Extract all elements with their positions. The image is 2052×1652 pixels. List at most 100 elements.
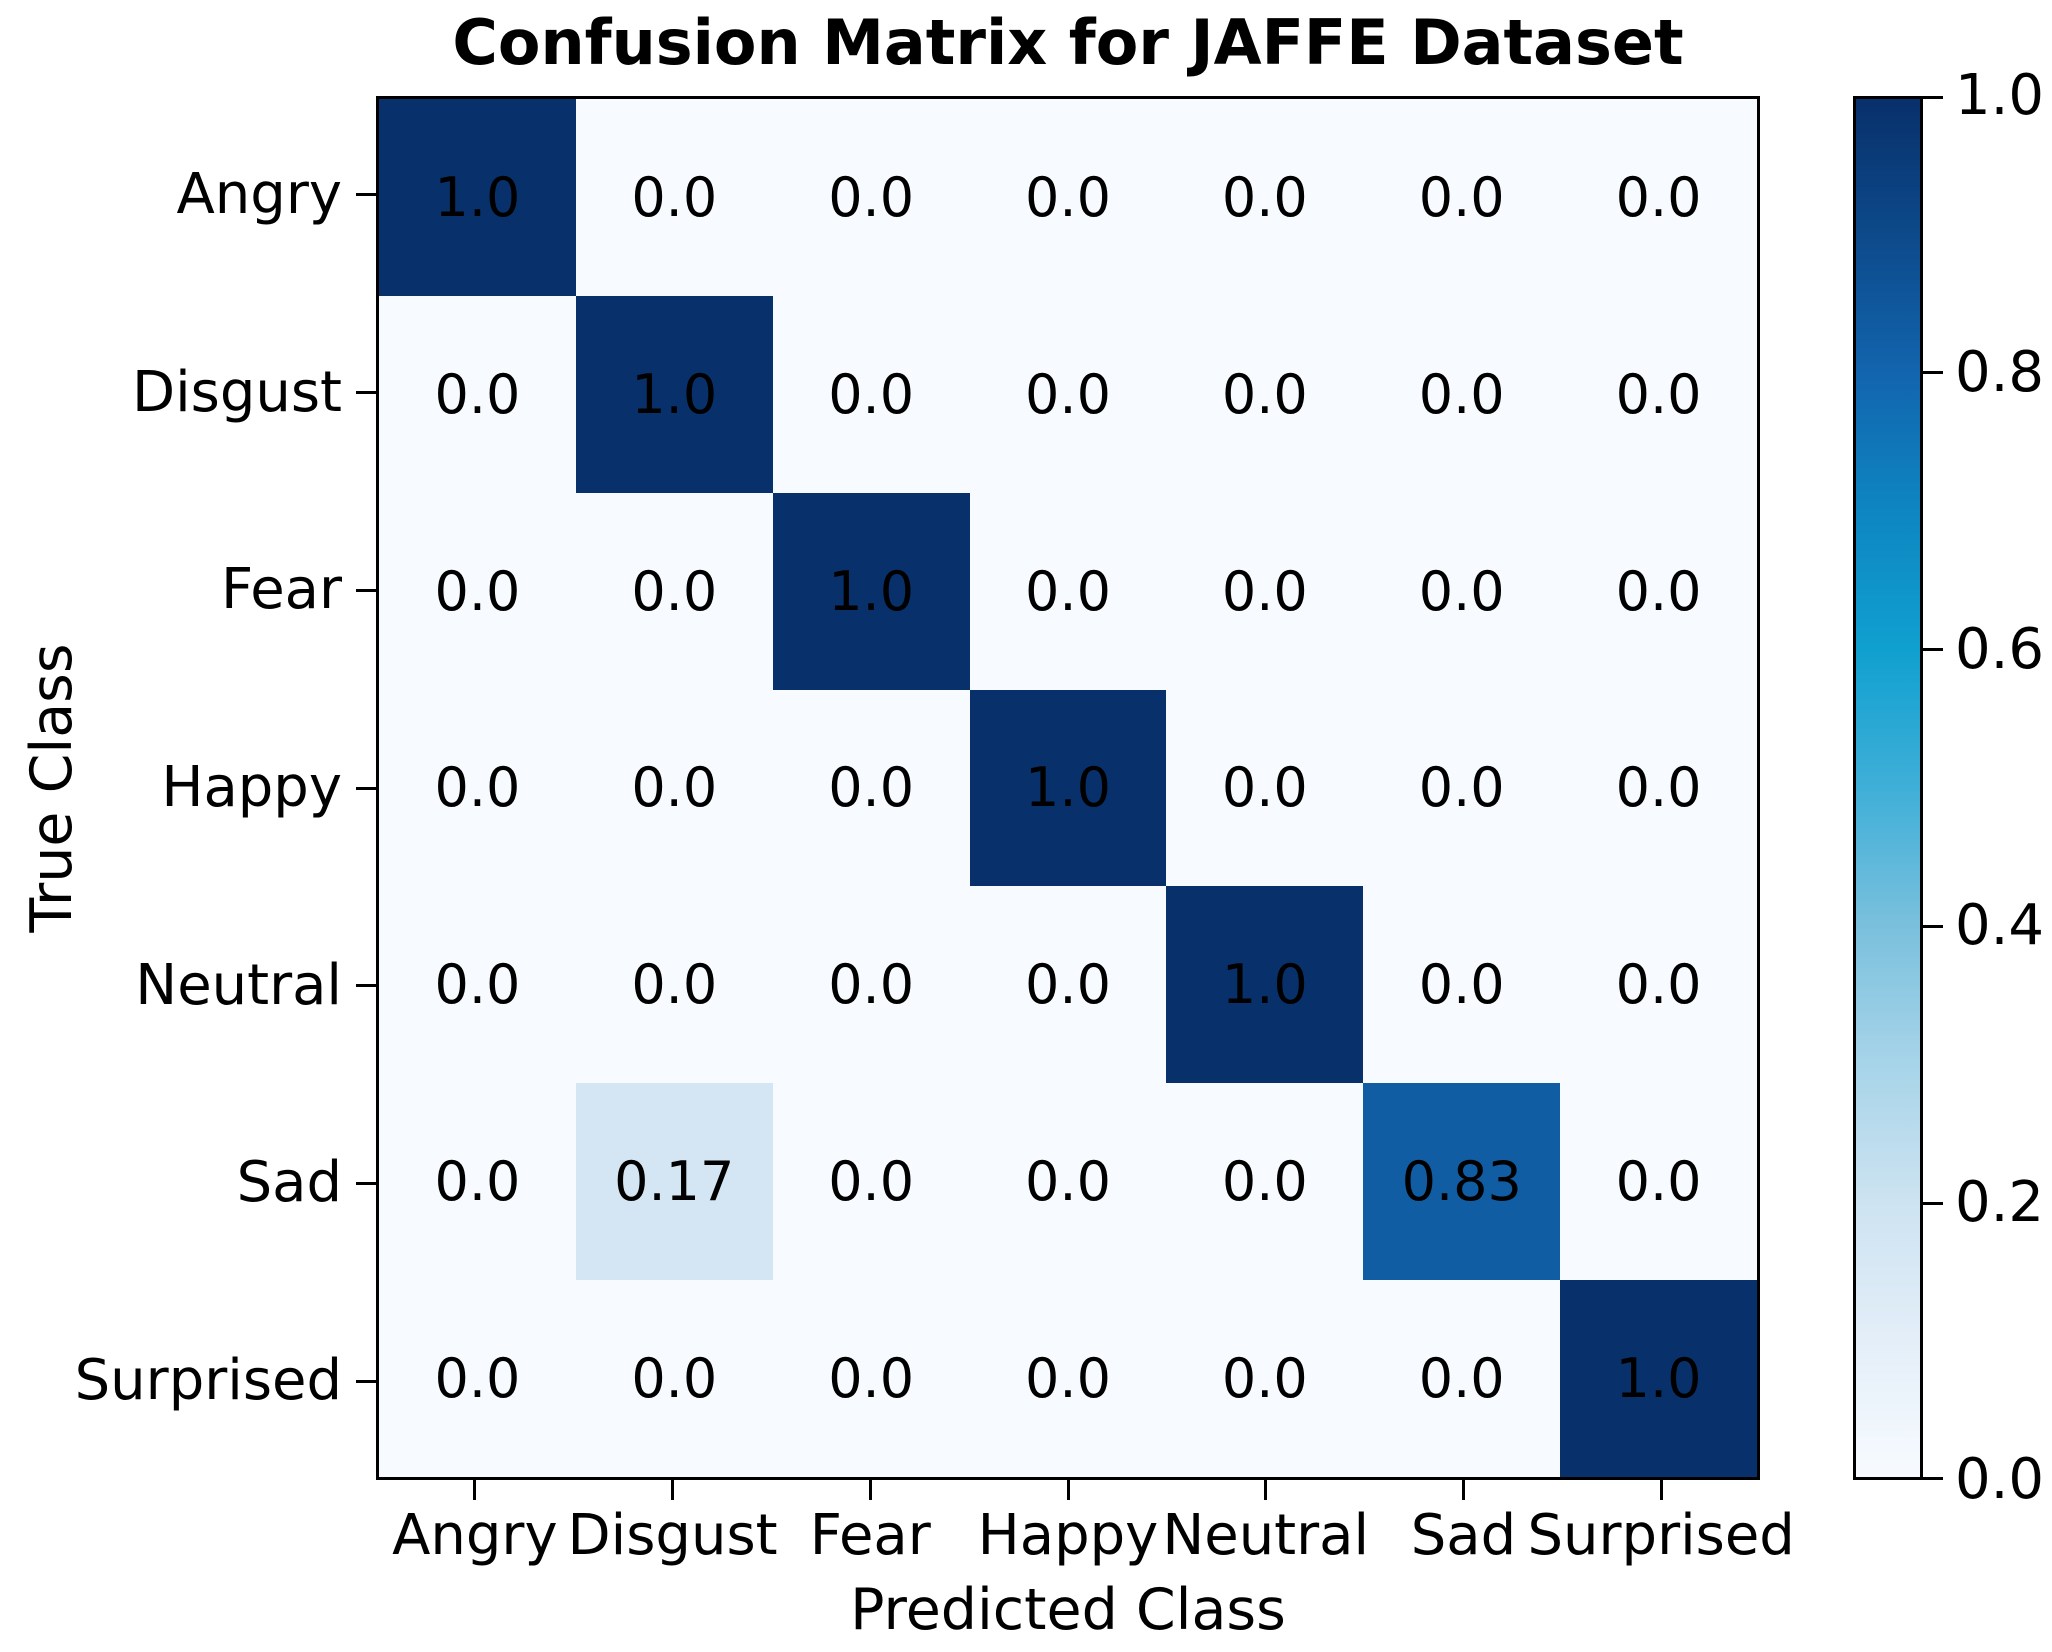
matrix-cell: 0.0 xyxy=(575,492,773,690)
matrix-cell: 0.0 xyxy=(575,689,773,887)
cell-value: 0.0 xyxy=(434,1150,521,1214)
colorbar-tick-label: 0.6 xyxy=(1955,616,2045,682)
matrix-cell: 0.0 xyxy=(379,295,576,493)
matrix-cell: 0.0 xyxy=(1166,1280,1364,1477)
y-tick-mark xyxy=(356,391,376,395)
y-tick-label: Happy xyxy=(161,755,342,820)
y-tick-mark xyxy=(356,1379,376,1383)
y-tick-label: Sad xyxy=(236,1150,342,1216)
colorbar-tick-mark xyxy=(1922,648,1943,652)
y-tick-mark xyxy=(356,984,376,988)
cell-value: 0.0 xyxy=(631,165,718,229)
cell-value: 0.0 xyxy=(1615,1150,1702,1214)
y-tick-mark xyxy=(356,588,376,592)
cell-value: 0.0 xyxy=(1025,362,1111,426)
cell-value: 0.0 xyxy=(1615,362,1702,426)
cell-value: 0.0 xyxy=(1221,1150,1308,1214)
matrix-cell: 1.0 xyxy=(379,99,576,296)
cell-value: 0.0 xyxy=(631,953,718,1017)
cell-value: 0.0 xyxy=(1025,165,1111,229)
cell-value: 0.0 xyxy=(1615,756,1702,820)
cell-value: 0.0 xyxy=(828,1347,915,1411)
cell-value: 0.0 xyxy=(434,953,521,1017)
cell-value: 1.0 xyxy=(1615,1347,1702,1411)
colorbar-tick-mark xyxy=(1922,924,1943,928)
colorbar-tick-mark xyxy=(1922,1477,1943,1480)
matrix-cell: 0.0 xyxy=(1166,1083,1364,1281)
matrix-cell: 0.0 xyxy=(379,1083,576,1281)
cell-value: 0.0 xyxy=(1418,953,1505,1017)
matrix-cell: 1.0 xyxy=(575,295,773,493)
cell-value: 0.0 xyxy=(1025,1347,1111,1411)
x-axis-label: Predicted Class xyxy=(850,1577,1286,1643)
matrix-cell: 0.0 xyxy=(969,1083,1167,1281)
cell-value: 0.0 xyxy=(828,1150,915,1214)
matrix-cell: 0.0 xyxy=(1560,99,1757,296)
x-tick-label: Neutral xyxy=(1162,1503,1370,1568)
matrix-cell: 0.0 xyxy=(575,886,773,1084)
matrix-cell: 1.0 xyxy=(1166,886,1364,1084)
matrix-cell: 0.0 xyxy=(772,99,970,296)
y-tick-mark xyxy=(356,1181,376,1185)
colorbar-tick-label: 0.0 xyxy=(1955,1447,2045,1512)
chart-title: Confusion Matrix for JAFFE Dataset xyxy=(452,6,1684,79)
cell-value: 0.0 xyxy=(1615,559,1702,623)
matrix-cell: 0.0 xyxy=(969,1280,1167,1477)
matrix-cell: 0.0 xyxy=(1363,99,1561,296)
x-tick-mark xyxy=(1066,1480,1070,1500)
cell-value: 0.0 xyxy=(631,559,718,623)
colorbar-tick-mark xyxy=(1922,371,1943,375)
cell-value: 0.0 xyxy=(1221,756,1308,820)
y-tick-mark xyxy=(356,786,376,790)
y-tick-label: Disgust xyxy=(131,359,342,425)
cell-value: 0.0 xyxy=(1221,1347,1308,1411)
matrix-cell: 0.0 xyxy=(1560,886,1757,1084)
matrix-cell: 0.0 xyxy=(575,1280,773,1477)
matrix-cell: 0.0 xyxy=(379,689,576,887)
x-tick-label: Happy xyxy=(977,1503,1159,1568)
cell-value: 0.0 xyxy=(1615,165,1702,229)
colorbar-tick-mark xyxy=(1922,1201,1943,1205)
matrix-cell: 0.83 xyxy=(1363,1083,1561,1281)
matrix-cell: 0.0 xyxy=(1363,1280,1561,1477)
colorbar-tick-mark xyxy=(1922,96,1943,99)
colorbar xyxy=(1853,96,1923,1480)
cell-value: 0.0 xyxy=(828,165,915,229)
matrix-cell: 0.0 xyxy=(1560,1083,1757,1281)
cell-value: 1.0 xyxy=(631,362,718,426)
cell-value: 1.0 xyxy=(1025,756,1111,820)
matrix-cell: 0.0 xyxy=(1363,886,1561,1084)
matrix-cell: 0.0 xyxy=(1166,492,1364,690)
cell-value: 0.0 xyxy=(434,362,521,426)
colorbar-tick-label: 1.0 xyxy=(1955,63,2045,128)
cell-value: 0.0 xyxy=(434,756,521,820)
y-tick-mark xyxy=(356,193,376,197)
matrix-cell: 0.0 xyxy=(1166,99,1364,296)
cell-value: 0.0 xyxy=(1418,1347,1505,1411)
x-tick-mark xyxy=(1659,1480,1663,1500)
matrix-cell: 0.0 xyxy=(969,886,1167,1084)
matrix-cell: 0.0 xyxy=(772,1280,970,1477)
cell-value: 0.0 xyxy=(434,1347,521,1411)
y-tick-label: Angry xyxy=(176,161,342,227)
cell-value: 0.0 xyxy=(434,559,521,623)
cell-value: 1.0 xyxy=(434,165,521,229)
cell-value: 0.0 xyxy=(1221,362,1308,426)
matrix-cell: 0.17 xyxy=(575,1083,773,1281)
x-tick-label: Sad xyxy=(1410,1503,1517,1568)
y-tick-label: Fear xyxy=(221,557,342,623)
matrix-cell: 1.0 xyxy=(969,689,1167,887)
cell-value: 0.17 xyxy=(614,1150,735,1214)
y-tick-label: Surprised xyxy=(74,1348,342,1414)
cell-value: 0.83 xyxy=(1401,1150,1522,1214)
colorbar-tick-label: 0.2 xyxy=(1955,1170,2045,1236)
cell-value: 0.0 xyxy=(1025,1150,1111,1214)
cell-value: 0.0 xyxy=(828,362,915,426)
matrix-cell: 0.0 xyxy=(1166,295,1364,493)
matrix-cell: 0.0 xyxy=(1560,295,1757,493)
matrix-cell: 0.0 xyxy=(379,886,576,1084)
matrix-cell: 0.0 xyxy=(772,295,970,493)
x-tick-label: Disgust xyxy=(567,1503,778,1568)
cell-value: 0.0 xyxy=(1221,559,1308,623)
x-tick-mark xyxy=(473,1480,477,1500)
